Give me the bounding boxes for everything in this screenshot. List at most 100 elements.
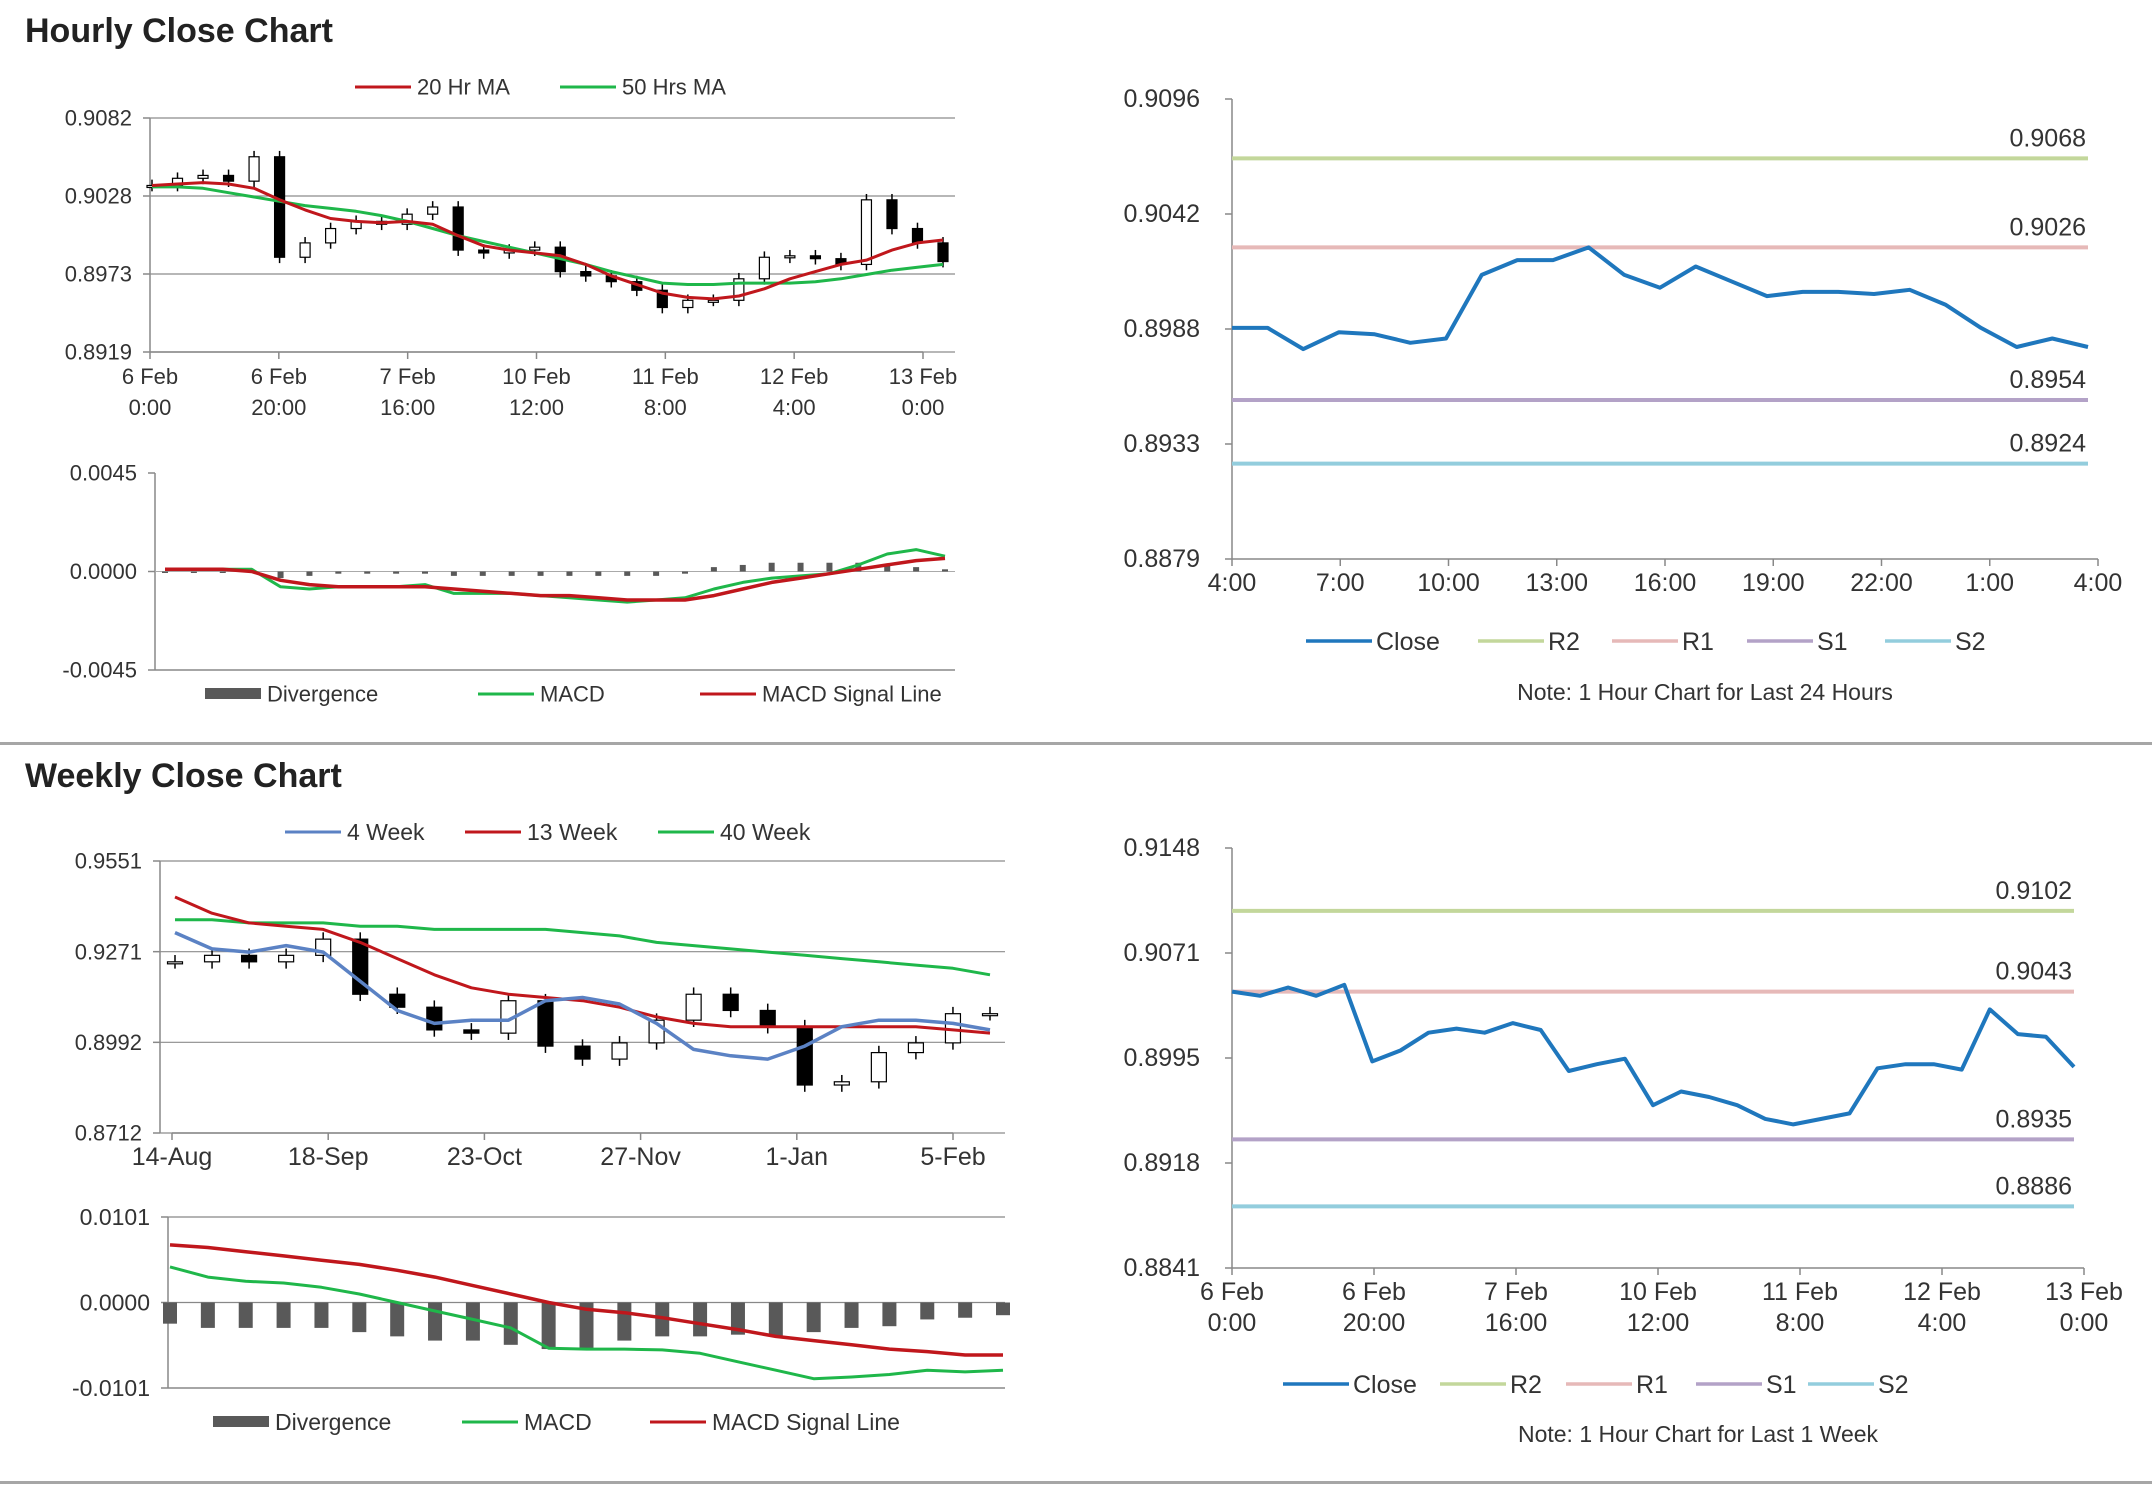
weekly-price-candle-body [722, 993, 739, 1012]
hourly-price-candle-body [758, 256, 770, 280]
hourly-macd-legend-label: MACD Signal Line [762, 682, 942, 707]
weekly-macd-divergence-bar [579, 1302, 594, 1350]
weekly-price-candle-body [463, 1029, 480, 1034]
weekly-1w-close-line [1231, 982, 2076, 1127]
hourly-price-x-label: 16:00 [380, 395, 435, 420]
hourly-macd-divergence-bar [450, 571, 457, 576]
weekly-macd-legend-label: MACD Signal Line [712, 1409, 900, 1435]
hourly-24h-legend-label: R1 [1682, 628, 1714, 656]
hourly-24h-legend-label: S2 [1955, 628, 1986, 656]
hourly-price-y-label: 0.9028 [65, 184, 132, 209]
weekly-price-x-label: 14-Aug [132, 1143, 213, 1171]
hourly-price-candle-body [197, 174, 209, 179]
hourly-24h-note: Note: 1 Hour Chart for Last 24 Hours [1517, 679, 1893, 705]
hourly-price-candle-body [299, 242, 311, 258]
hourly-24h-y-label: 0.9096 [1124, 85, 1200, 113]
hourly-24h-x-label: 10:00 [1417, 569, 1480, 597]
weekly-macd-y-label: 0.0101 [80, 1204, 150, 1230]
weekly-price-candle-body [907, 1042, 925, 1054]
hourly-macd-divergence-bar [219, 571, 226, 573]
weekly-price-x-label: 5-Feb [920, 1143, 985, 1171]
weekly-price-y-label: 0.9551 [75, 849, 142, 874]
hourly-macd-divergence-bar [364, 571, 371, 574]
weekly-1w-x-label: 16:00 [1485, 1309, 1548, 1337]
hourly-price-x-label: 12:00 [509, 395, 564, 420]
weekly-1w-x-label: 10 Feb [1619, 1278, 1697, 1306]
hourly-macd-divergence-bar [566, 571, 573, 576]
hourly-24h-close-chart: 0.9096 0.9042 0.8988 0.8933 0.8879 4:00 7:00 10… [1124, 85, 2123, 705]
hourly-macd-divergence-bar [884, 564, 891, 572]
hourly-price-y-label: 0.8973 [65, 262, 132, 287]
hourly-price-candle-body [325, 227, 337, 244]
hourly-price-x-label: 10 Feb [502, 364, 571, 389]
weekly-macd-y-label: -0.0101 [72, 1375, 150, 1401]
weekly-1w-x-label: 20:00 [1343, 1309, 1406, 1337]
weekly-price-candle-body [166, 961, 184, 965]
hourly-24h-level-r2-label: 0.9068 [2010, 124, 2086, 152]
hourly-macd-divergence-bar [595, 571, 602, 576]
weekly-section-title: Weekly Close Chart [25, 757, 342, 795]
hourly-section-title: Hourly Close Chart [25, 12, 333, 50]
weekly-price-legend-label: 40 Week [720, 819, 811, 845]
hourly-macd-divergence-bar [653, 571, 660, 576]
weekly-price-x-label: 23-Oct [447, 1143, 522, 1171]
hourly-price-y-label: 0.9082 [65, 106, 132, 131]
hourly-macd-divergence-bar [768, 562, 775, 572]
hourly-macd-divergence-bar [190, 571, 197, 573]
hourly-20hr-ma-line [151, 181, 944, 301]
hourly-price-x-label: 11 Feb [632, 364, 699, 389]
hourly-macd-y-label: 0.0045 [70, 461, 137, 486]
hourly-24h-x-label: 4:00 [2074, 569, 2123, 597]
weekly-price-candle-body [611, 1042, 628, 1060]
weekly-price-x-label: 1-Jan [766, 1143, 829, 1171]
hourly-macd-divergence-bar [422, 571, 428, 574]
weekly-macd-divergence-bar [200, 1302, 215, 1328]
weekly-price-y-label: 0.8992 [75, 1030, 142, 1055]
weekly-macd-line [169, 1265, 1004, 1381]
hourly-24h-y-label: 0.9042 [1124, 200, 1200, 228]
weekly-macd-divergence-bar [541, 1302, 556, 1350]
weekly-1w-x-label: 12 Feb [1903, 1278, 1981, 1306]
weekly-price-candle-body [685, 993, 702, 1021]
hourly-24h-legend-label: S1 [1817, 628, 1848, 656]
hourly-price-candle-body [248, 156, 260, 182]
weekly-macd-y-label: 0.0000 [80, 1290, 150, 1316]
weekly-price-legend-label: 4 Week [347, 819, 425, 845]
weekly-1w-x-label: 11 Feb [1762, 1278, 1838, 1306]
weekly-price-candle-body [240, 954, 258, 963]
hourly-24h-y-label: 0.8879 [1124, 545, 1200, 573]
hourly-24h-x-label: 1:00 [1965, 569, 2014, 597]
hourly-price-candle-body [784, 255, 796, 259]
weekly-1w-x-label: 0:00 [2060, 1309, 2109, 1337]
hourly-24h-level-s1-label: 0.8954 [2010, 366, 2087, 394]
hourly-macd-legend-label: MACD [540, 682, 605, 707]
weekly-macd-divergence-bar [996, 1302, 1010, 1316]
weekly-macd-divergence-bar [730, 1302, 745, 1335]
hourly-macd-legend-swatch [205, 688, 261, 699]
hourly-price-x-label: 7 Feb [380, 364, 436, 389]
weekly-macd-legend-swatch [213, 1416, 269, 1427]
hourly-price-candle-body [656, 289, 668, 309]
hourly-price-x-label: 6 Feb [251, 364, 307, 389]
hourly-macd-signal-line [165, 556, 946, 602]
hourly-price-candle-body [529, 246, 541, 251]
weekly-1w-legend-label: Close [1353, 1371, 1417, 1399]
weekly-macd-divergence-bar [314, 1302, 329, 1328]
hourly-24h-close-line [1232, 245, 2089, 352]
weekly-price-candle-body [278, 954, 295, 963]
hourly-macd-divergence-bar [479, 571, 486, 576]
weekly-1w-x-label: 6 Feb [1200, 1278, 1264, 1306]
weekly-1w-legend-label: R2 [1510, 1371, 1542, 1399]
hourly-macd-divergence-bar [913, 567, 920, 572]
weekly-1w-x-label: 0:00 [1208, 1309, 1257, 1337]
weekly-price-candle-body [389, 993, 406, 1008]
weekly-1w-y-label: 0.8841 [1124, 1254, 1200, 1282]
hourly-price-candle-body [937, 242, 949, 263]
weekly-4wk-line [174, 930, 991, 1061]
hourly-macd-divergence-bar [826, 562, 833, 572]
hourly-price-legend-label: 20 Hr MA [417, 75, 510, 100]
hourly-price-candle-body [809, 255, 822, 260]
hourly-24h-x-label: 22:00 [1850, 569, 1913, 597]
hourly-24h-legend-label: R2 [1548, 628, 1580, 656]
